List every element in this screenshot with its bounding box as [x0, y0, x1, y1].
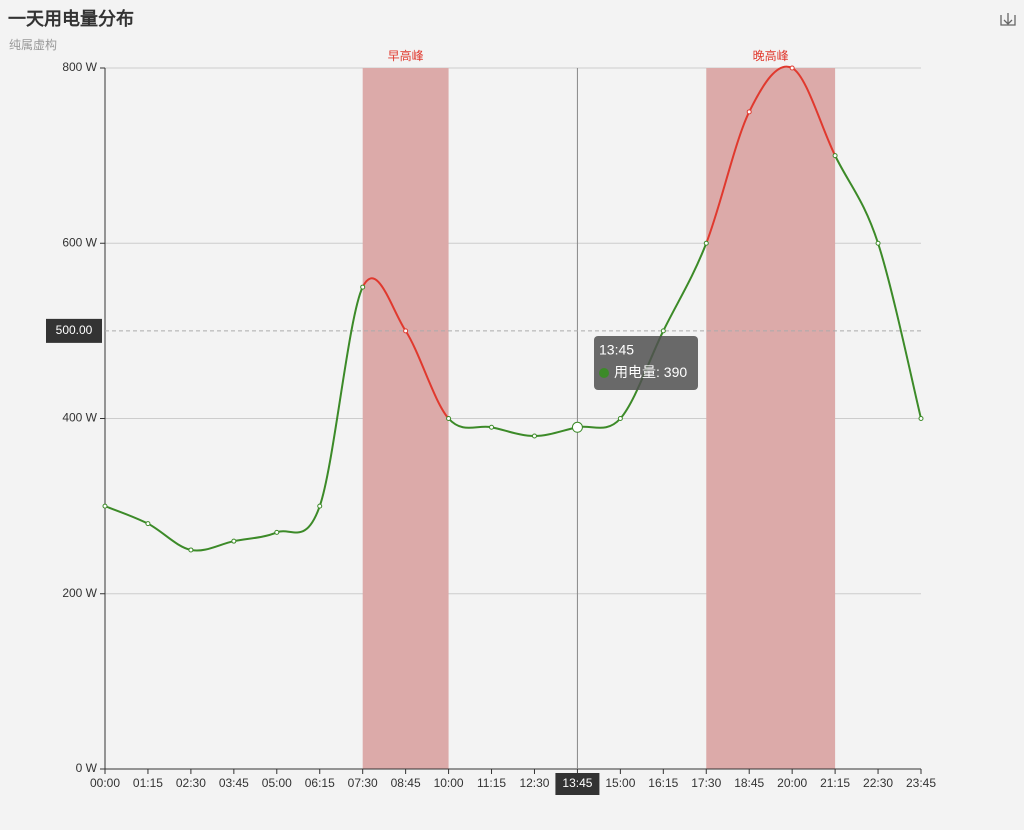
point	[832, 153, 838, 159]
chart-title: 一天用电量分布	[8, 8, 134, 29]
x-tick-label: 02:30	[176, 776, 206, 790]
point	[274, 529, 280, 535]
point	[489, 424, 495, 430]
y-tick-label: 600 W	[62, 235, 97, 249]
line	[705, 65, 837, 244]
x-tick-label: 20:00	[777, 776, 807, 790]
point	[446, 416, 452, 421]
point	[617, 416, 623, 421]
point	[102, 503, 108, 509]
y-tick-label: 800 W	[62, 60, 97, 74]
line	[104, 286, 364, 552]
tooltip-marker	[599, 368, 609, 378]
x-tick-label: 11:15	[477, 776, 506, 790]
tooltip-series-name: 用电量	[614, 364, 656, 380]
point	[918, 416, 924, 421]
point	[403, 328, 409, 334]
point	[789, 65, 795, 71]
tooltip-text: 用电量: 390	[614, 364, 687, 380]
download-glyph[interactable]	[1000, 13, 1016, 26]
mark-area-label: 晚高峰	[753, 48, 789, 63]
x-tick-label: 00:00	[90, 776, 120, 790]
point	[531, 433, 537, 439]
y-tick-label: 400 W	[62, 411, 97, 425]
tooltip-sep: :	[656, 364, 664, 380]
pointer-label-x: 13:45	[562, 776, 592, 790]
x-tick-label: 23:45	[906, 776, 936, 790]
tooltip-value: 390	[664, 364, 688, 380]
point	[875, 240, 881, 246]
tooltip-title: 13:45	[599, 342, 634, 358]
mark-area-label: 早高峰	[388, 48, 424, 63]
pointer-label-y: 500.00	[56, 323, 93, 337]
tooltip	[594, 336, 698, 390]
x-tick-label: 07:30	[348, 776, 378, 790]
x-tick-label: 15:00	[605, 776, 635, 790]
x-tick-label: 01:15	[133, 776, 163, 790]
x-tick-label: 21:15	[820, 776, 850, 790]
point	[360, 284, 366, 290]
point	[571, 421, 583, 433]
line	[834, 155, 922, 419]
mark-area	[706, 68, 836, 769]
point	[660, 328, 666, 334]
pointer-label-bg	[46, 318, 102, 343]
x-tick-label: 06:15	[305, 776, 335, 790]
x-tick-label: 18:45	[734, 776, 764, 790]
point	[145, 521, 151, 527]
download-icon[interactable]	[1000, 13, 1016, 26]
x-tick-label: 16:15	[648, 776, 678, 790]
pointer-label-bg	[555, 773, 600, 795]
x-tick-label: 17:30	[691, 776, 721, 790]
x-tick-label: 08:45	[391, 776, 421, 790]
x-tick-label: 22:30	[863, 776, 893, 790]
point	[746, 109, 752, 115]
mark-area	[362, 68, 449, 769]
y-tick-label: 200 W	[62, 586, 97, 600]
point	[188, 547, 194, 553]
point	[703, 240, 709, 246]
x-tick-label: 12:30	[519, 776, 549, 790]
point	[317, 503, 323, 509]
x-tick-label: 05:00	[262, 776, 292, 790]
point	[231, 538, 237, 544]
x-tick-label: 03:45	[219, 776, 249, 790]
y-tick-label: 0 W	[76, 761, 98, 775]
x-tick-label: 10:00	[434, 776, 464, 790]
chart-subtitle: 纯属虚构	[9, 37, 57, 52]
